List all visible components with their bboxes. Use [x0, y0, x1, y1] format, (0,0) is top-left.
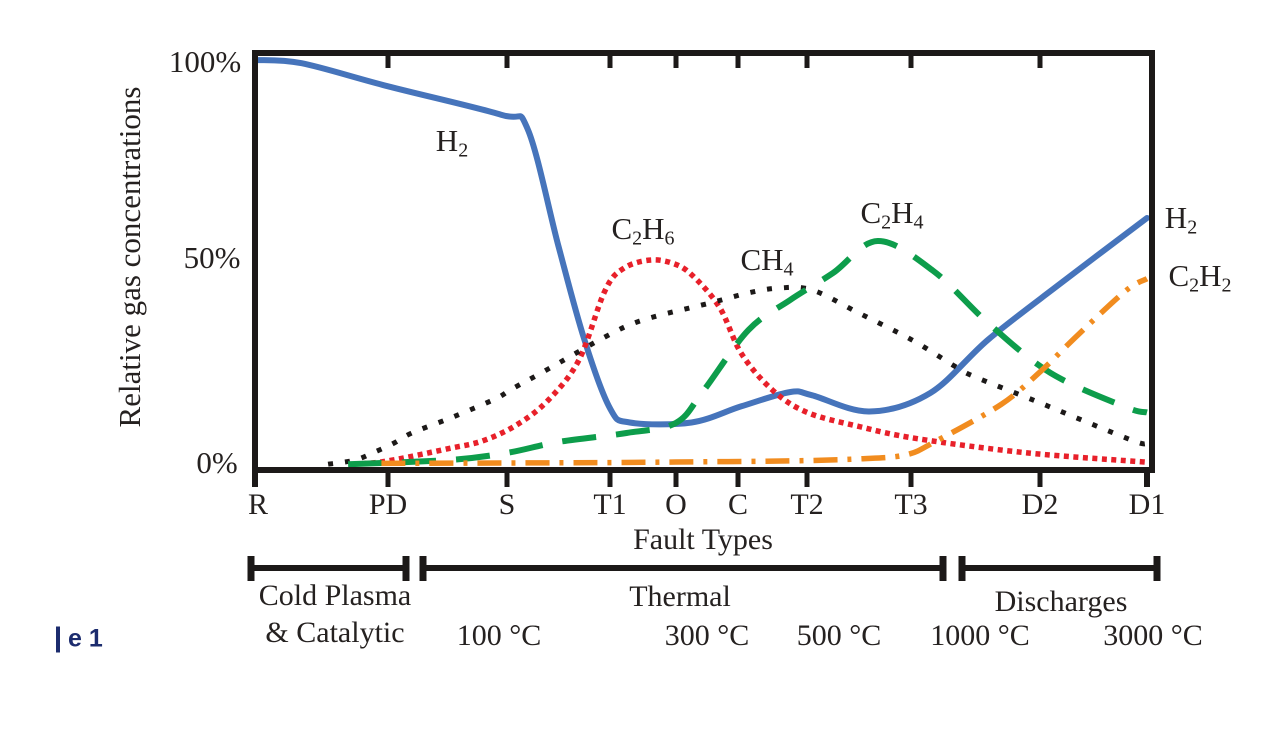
x-tick-C: C — [727, 488, 749, 521]
series-label-c2h6: C2H6 — [611, 211, 675, 250]
x-tick-S: S — [498, 488, 516, 521]
group-label-cold-plasma: Cold Plasma & Catalytic — [258, 579, 412, 649]
temp-label-100c: 100 °C — [456, 619, 542, 652]
series-label-c2h2: C2H2 — [1168, 258, 1232, 297]
curve-C2H4 — [347, 237, 1148, 468]
series-label-h2-left: H2 — [435, 123, 469, 162]
y-tick-50: 50% — [183, 240, 241, 275]
group-label-thermal: Thermal — [629, 580, 731, 613]
curve-C2H6 — [361, 257, 1148, 467]
curve-C2H2 — [381, 276, 1149, 467]
group-label-discharges: Discharges — [994, 585, 1128, 618]
caption-bar — [56, 626, 60, 652]
x-tick-D2: D2 — [1021, 488, 1059, 521]
x-tick-T1: T1 — [593, 488, 627, 521]
y-tick-100: 100% — [168, 44, 242, 79]
figure-caption-fragment: e 1 — [56, 625, 103, 654]
temp-label-300c: 300 °C — [664, 619, 750, 652]
fault-group-brackets — [247, 556, 1161, 581]
curve-H2 — [253, 57, 1150, 428]
series-label-h2-right: H2 — [1164, 200, 1198, 239]
x-tick-O: O — [665, 488, 687, 521]
axis-ticks — [252, 53, 1150, 487]
temp-label-500c: 500 °C — [796, 619, 882, 652]
x-tick-PD: PD — [368, 488, 408, 521]
x-tick-D1: D1 — [1128, 488, 1166, 521]
series-label-c2h4: C2H4 — [860, 195, 924, 234]
temp-label-3000c: 3000 °C — [1103, 619, 1203, 652]
x-tick-R: R — [247, 488, 269, 521]
y-tick-0: 0% — [196, 445, 238, 480]
chart-curves — [253, 57, 1150, 468]
series-label-ch4: CH4 — [740, 242, 794, 281]
caption-text: e 1 — [68, 624, 103, 653]
x-axis-title: Fault Types — [633, 523, 773, 556]
temp-label-1000c: 1000 °C — [930, 619, 1030, 652]
y-axis-title: Relative gas concentrations — [112, 86, 147, 428]
x-tick-T2: T2 — [790, 488, 824, 521]
plot-border — [252, 50, 1155, 473]
x-tick-T3: T3 — [894, 488, 928, 521]
